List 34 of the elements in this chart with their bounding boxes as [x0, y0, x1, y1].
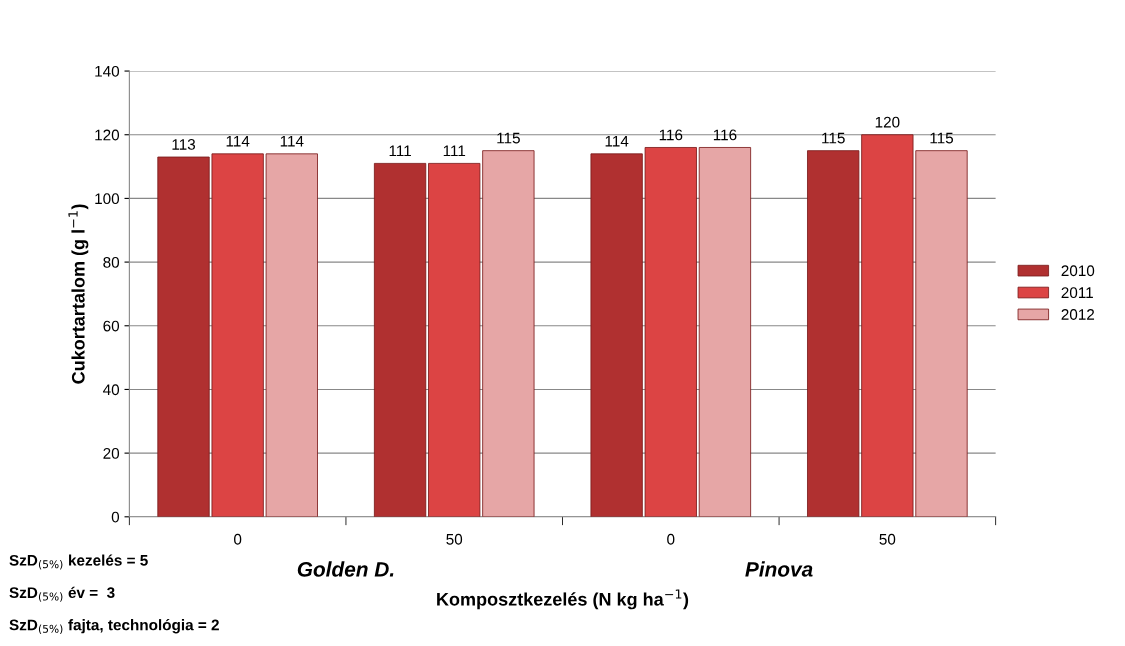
x-tick-label: 50 [879, 533, 896, 545]
y-tick-label: 0 [111, 511, 120, 523]
legend-label: 2012 [1061, 309, 1095, 320]
y-tick-label: 140 [95, 65, 120, 77]
x-tick-label: 0 [234, 533, 242, 545]
y-tick-label: 120 [95, 129, 120, 141]
data-label: 116 [659, 129, 683, 141]
x-axis-title: Komposztkezelés (N kg ha$^{−1}$) [437, 589, 689, 610]
y-tick-label: 60 [103, 320, 120, 332]
data-label: 114 [280, 135, 304, 147]
y-tick-label: 100 [95, 193, 120, 205]
text: SzD$_{(5%)}$ fajta, technológia = 2 [9, 618, 219, 635]
data-label: 120 [875, 116, 900, 128]
legend-label: 2010 [1061, 265, 1095, 277]
x-tick-label: 0 [667, 533, 675, 545]
text: SzD$_{(5%)}$ kezelés = 5 [9, 554, 148, 570]
y-tick-label: 40 [103, 384, 120, 396]
text: SzD$_{(5%)}$ év = 3 [9, 586, 115, 602]
data-label: 114 [605, 135, 629, 147]
data-label: 115 [822, 132, 845, 144]
data-label: 111 [389, 145, 411, 157]
data-label: 111 [443, 145, 466, 157]
data-label: 113 [172, 139, 196, 150]
data-label: 115 [497, 132, 520, 144]
data-label: 116 [713, 129, 737, 141]
y-tick-label: 20 [103, 447, 120, 459]
text: Pinova [745, 561, 813, 577]
data-label: 114 [226, 135, 250, 147]
text: Golden D. [297, 561, 394, 577]
y-axis-title: Cukortartalom (g l$^{−1}$) [68, 204, 89, 384]
legend-label: 2011 [1061, 287, 1093, 299]
x-tick-label: 50 [446, 533, 463, 545]
y-tick-label: 80 [103, 256, 120, 268]
data-label: 115 [930, 132, 954, 144]
